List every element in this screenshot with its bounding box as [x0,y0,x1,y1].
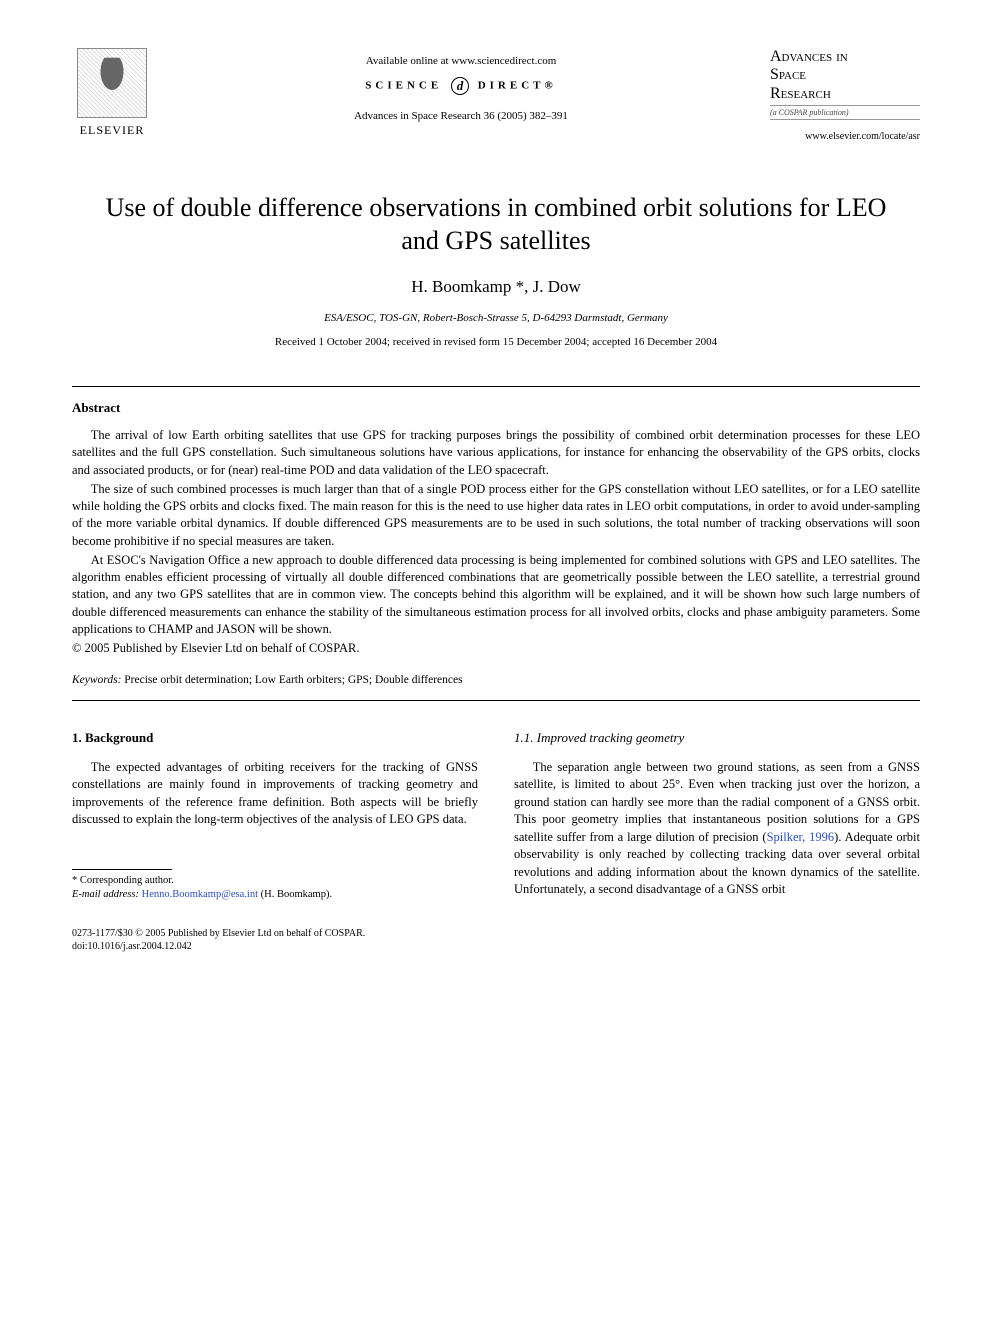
column-right: 1.1. Improved tracking geometry The sepa… [514,729,920,901]
footnote-email-line: E-mail address: Henno.Boomkamp@esa.int (… [72,888,478,902]
abstract-copyright: © 2005 Published by Elsevier Ltd on beha… [72,640,920,658]
column-left: 1. Background The expected advantages of… [72,729,478,901]
corresponding-author: * Corresponding author. [72,874,478,888]
footer-line1: 0273-1177/$30 © 2005 Published by Elsevi… [72,927,920,940]
abstract-p2: The size of such combined processes is m… [72,481,920,550]
available-online-text: Available online at www.sciencedirect.co… [152,54,770,69]
footer-info: 0273-1177/$30 © 2005 Published by Elsevi… [72,927,920,953]
email-address[interactable]: Henno.Boomkamp@esa.int [142,889,258,900]
email-tail: (H. Boomkamp). [258,889,332,900]
article-title: Use of double difference observations in… [92,192,900,257]
authors: H. Boomkamp *, J. Dow [72,275,920,299]
article-dates: Received 1 October 2004; received in rev… [72,335,920,350]
rule-below-abstract [72,700,920,701]
sciencedirect-logo: SCIENCE d DIRECT® [365,77,556,95]
sciencedirect-right: DIRECT® [478,79,557,91]
footnote-separator [72,869,172,870]
header-center: Available online at www.sciencedirect.co… [152,48,770,124]
citation-spilker[interactable]: Spilker, 1996 [767,830,835,844]
keywords: Keywords: Precise orbit determination; L… [72,672,920,688]
journal-title-line1: Advances in [770,48,848,65]
journal-title: Advances in Space Research [770,48,920,103]
citation-line: Advances in Space Research 36 (2005) 382… [152,109,770,124]
footer-doi: doi:10.1016/j.asr.2004.12.042 [72,940,920,953]
section-1-1-p1: The separation angle between two ground … [514,759,920,899]
page-header: ELSEVIER Available online at www.science… [72,48,920,144]
sciencedirect-left: SCIENCE [365,79,442,91]
keywords-list: Precise orbit determination; Low Earth o… [121,674,462,686]
footnote-block: * Corresponding author. E-mail address: … [72,874,478,901]
journal-title-line2: Space [770,66,806,83]
rule-above-abstract [72,386,920,387]
keywords-label: Keywords: [72,674,121,686]
journal-url: www.elsevier.com/locate/asr [770,130,920,144]
section-1-body: The expected advantages of orbiting rece… [72,759,478,829]
journal-box: Advances in Space Research (a COSPAR pub… [770,48,920,144]
publisher-name: ELSEVIER [72,122,152,139]
section-1-1-body: The separation angle between two ground … [514,759,920,899]
sciencedirect-circle-icon: d [451,77,469,95]
abstract-label: Abstract [72,399,920,417]
abstract-p3: At ESOC's Navigation Office a new approa… [72,552,920,638]
journal-title-line3: Research [770,85,831,102]
email-label: E-mail address: [72,889,139,900]
section-1-p1: The expected advantages of orbiting rece… [72,759,478,829]
abstract-p1: The arrival of low Earth orbiting satell… [72,427,920,479]
publisher-logo: ELSEVIER [72,48,152,139]
section-1-heading: 1. Background [72,729,478,747]
affiliation: ESA/ESOC, TOS-GN, Robert-Bosch-Strasse 5… [72,311,920,326]
abstract-body: The arrival of low Earth orbiting satell… [72,427,920,638]
body-columns: 1. Background The expected advantages of… [72,729,920,901]
elsevier-tree-icon [77,48,147,118]
section-1-1-heading: 1.1. Improved tracking geometry [514,729,920,747]
journal-subtitle: (a COSPAR publication) [770,105,920,120]
